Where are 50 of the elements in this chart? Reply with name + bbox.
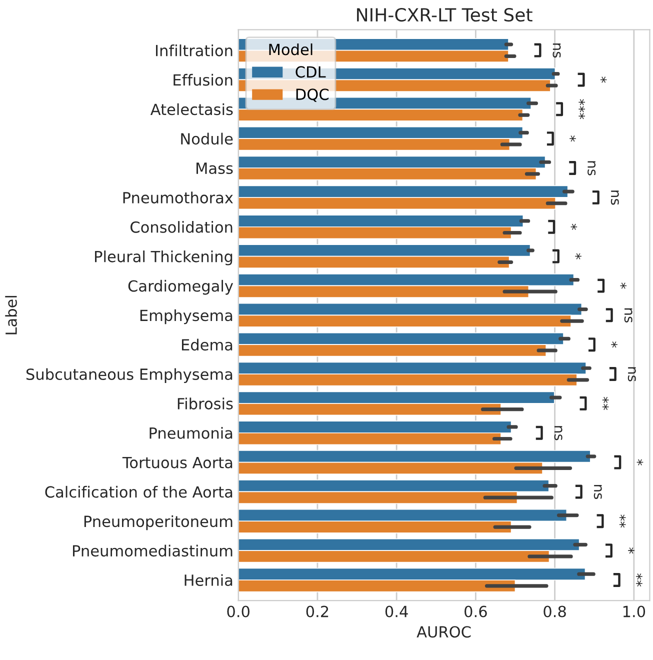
y-tick-label: Nodule	[181, 132, 233, 145]
annotation: *	[600, 76, 607, 83]
y-tick-label: Emphysema	[140, 309, 232, 324]
annotation: *	[628, 548, 634, 554]
x-tick-label: 0.4	[385, 606, 408, 618]
annotation: ns	[628, 367, 636, 382]
annotation: ns	[594, 484, 602, 500]
annotation: *	[570, 224, 578, 230]
y-tick-label: Calcification of the Aorta	[45, 486, 232, 498]
y-tick-label: Pneumomediastinum	[73, 544, 232, 557]
y-axis-title: Label	[5, 296, 17, 334]
x-tick-label: 1.0	[623, 606, 646, 618]
chart-title: NIH-CXR-LT Test Set	[357, 8, 532, 22]
annotation: *	[620, 282, 627, 289]
annotation: ns	[588, 161, 596, 176]
annotation: ns	[552, 44, 561, 58]
y-tick-label: Mass	[196, 162, 233, 174]
annotation: **	[619, 514, 626, 528]
annotation: **	[636, 573, 642, 587]
y-tick-label: Pneumoperitoneum	[84, 515, 232, 530]
x-tick-label: 0.8	[544, 606, 566, 618]
y-tick-label: Hernia	[184, 574, 232, 586]
y-tick-label: Subcutaneous Emphysema	[26, 368, 232, 383]
annotation: *	[575, 253, 582, 260]
annotation: *	[636, 459, 644, 466]
annotation: *	[611, 342, 618, 348]
annotation: ns	[554, 426, 562, 440]
y-tick-label: Cardiomegaly	[128, 280, 234, 295]
y-tick-label: Pneumothorax	[123, 192, 233, 204]
y-tick-label: Edema	[182, 338, 232, 351]
legend-label: DQC	[296, 88, 328, 102]
annotation: ***	[578, 99, 586, 120]
y-tick-label: Pleural Thickening	[95, 250, 232, 266]
annotation: ns	[624, 308, 632, 322]
annotation: **	[602, 396, 609, 410]
y-tick-label: Effusion	[174, 74, 232, 86]
y-tick-label: Fibrosis	[178, 398, 233, 410]
annotation: *	[570, 136, 576, 142]
legend-title: Model	[269, 43, 312, 56]
y-tick-label: Tortuous Aorta	[122, 456, 232, 468]
x-tick-label: 0.0	[227, 606, 250, 618]
y-tick-label: Pneumonia	[150, 427, 232, 439]
annotation: ns	[610, 190, 619, 205]
y-tick-label: Consolidation	[130, 221, 232, 233]
x-tick-label: 0.2	[306, 606, 328, 618]
legend-label: CDL	[296, 66, 326, 78]
x-axis-title: AUROC	[416, 626, 471, 638]
y-tick-label: Atelectasis	[150, 103, 233, 116]
y-tick-label: Infiltration	[156, 44, 232, 56]
x-tick-label: 0.6	[464, 606, 487, 618]
